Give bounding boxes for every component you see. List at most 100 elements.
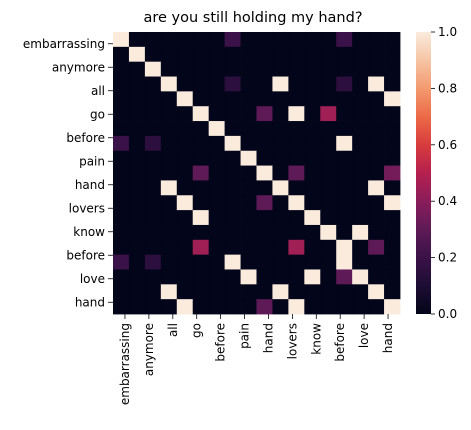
colorbar-tick-label: 0.2 xyxy=(438,251,457,265)
heatmap-cell xyxy=(176,210,194,226)
heatmap-cell xyxy=(336,106,353,122)
heatmap-cell xyxy=(304,269,321,285)
heatmap-cell xyxy=(288,210,305,226)
heatmap-cell xyxy=(224,91,241,107)
heatmap-cell xyxy=(256,46,273,63)
colorbar-tick-label: 0.0 xyxy=(438,307,457,321)
heatmap-cell xyxy=(272,210,289,226)
heatmap-cell xyxy=(272,299,289,315)
heatmap-cell xyxy=(192,180,210,196)
heatmap-cell xyxy=(288,180,305,196)
heatmap-cell xyxy=(368,135,385,152)
heatmap-cell xyxy=(272,106,289,122)
heatmap-cell xyxy=(160,91,178,107)
heatmap-cell xyxy=(224,61,241,77)
heatmap-cell xyxy=(144,239,162,256)
heatmap-cell xyxy=(192,210,210,226)
heatmap-cell xyxy=(144,76,162,92)
heatmap-cell xyxy=(128,91,146,107)
heatmap-cell xyxy=(320,121,337,137)
heatmap-cell xyxy=(304,135,321,152)
heatmap-cell xyxy=(240,165,257,181)
heatmap-cell xyxy=(352,76,369,92)
heatmap-cell xyxy=(240,150,257,166)
heatmap-cell xyxy=(272,254,289,270)
heatmap-cell xyxy=(128,46,146,63)
heatmap-cell xyxy=(352,121,369,137)
heatmap-cell xyxy=(368,91,385,107)
colorbar-tick-label: 1.0 xyxy=(438,25,457,39)
heatmap-cell xyxy=(240,91,257,107)
heatmap-cell xyxy=(320,150,337,166)
heatmap-cell xyxy=(304,32,321,48)
heatmap-cell xyxy=(160,121,178,137)
heatmap-cell xyxy=(336,32,353,48)
heatmap-cell xyxy=(304,46,321,63)
heatmap-cell xyxy=(128,299,146,315)
heatmap-cell xyxy=(113,195,130,211)
heatmap-cell xyxy=(192,224,210,241)
x-tick-label: before xyxy=(214,323,228,362)
heatmap-cell xyxy=(176,150,194,166)
heatmap-cell xyxy=(128,239,146,256)
heatmap-cell xyxy=(272,269,289,285)
heatmap-cell xyxy=(320,91,337,107)
heatmap-cell xyxy=(240,299,257,315)
heatmap-cell xyxy=(160,106,178,122)
y-tick-label: before xyxy=(66,131,105,145)
heatmap-cell xyxy=(113,135,130,152)
heatmap-cell xyxy=(320,106,337,122)
heatmap-cell xyxy=(368,61,385,77)
heatmap-cell xyxy=(144,284,162,300)
heatmap-cell xyxy=(352,224,369,241)
heatmap-cell xyxy=(320,195,337,211)
heatmap-cell xyxy=(384,180,401,196)
heatmap-cell xyxy=(336,135,353,152)
heatmap-cell xyxy=(352,284,369,300)
heatmap-cell xyxy=(208,61,226,77)
heatmap-cell xyxy=(224,284,241,300)
heatmap-cell xyxy=(160,32,178,48)
heatmap-cell xyxy=(192,61,210,77)
heatmap-cell xyxy=(160,61,178,77)
heatmap-cell xyxy=(272,135,289,152)
heatmap-cell xyxy=(384,269,401,285)
heatmap-cell xyxy=(160,210,178,226)
heatmap-cell xyxy=(113,61,130,77)
heatmap-cell xyxy=(272,180,289,196)
heatmap-cell xyxy=(224,32,241,48)
heatmap-cell xyxy=(160,239,178,256)
heatmap-cells xyxy=(113,32,401,315)
heatmap-cell xyxy=(320,254,337,270)
x-tick-label: go xyxy=(190,323,204,338)
heatmap-cell xyxy=(208,195,226,211)
heatmap-cell xyxy=(176,46,194,63)
heatmap-cell xyxy=(192,121,210,137)
heatmap-cell xyxy=(304,254,321,270)
heatmap-cell xyxy=(384,299,401,315)
heatmap-cell xyxy=(256,284,273,300)
heatmap-cell xyxy=(113,106,130,122)
heatmap-cell xyxy=(208,269,226,285)
heatmap-cell xyxy=(192,284,210,300)
heatmap-cell xyxy=(384,61,401,77)
heatmap-cell xyxy=(368,76,385,92)
heatmap-cell xyxy=(288,224,305,241)
heatmap-cell xyxy=(336,180,353,196)
heatmap-cell xyxy=(128,61,146,77)
heatmap-cell xyxy=(224,210,241,226)
y-tick-label: before xyxy=(66,248,105,262)
heatmap-cell xyxy=(352,46,369,63)
heatmap-cell xyxy=(224,224,241,241)
heatmap-cell xyxy=(352,269,369,285)
heatmap-cell xyxy=(208,91,226,107)
heatmap-cell xyxy=(224,76,241,92)
heatmap-cell xyxy=(240,135,257,152)
heatmap-cell xyxy=(176,106,194,122)
y-tick-label: all xyxy=(91,84,105,98)
heatmap-cell xyxy=(128,180,146,196)
chart-title: are you still holding my hand? xyxy=(143,10,362,26)
heatmap-cell xyxy=(192,269,210,285)
heatmap-cell xyxy=(113,299,130,315)
heatmap-cell xyxy=(288,121,305,137)
